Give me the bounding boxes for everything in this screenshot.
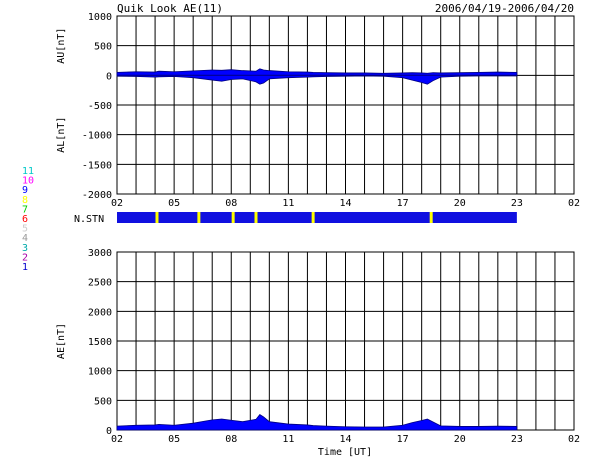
stn-legend-item: 6 xyxy=(22,214,28,225)
x-tick-label: 14 xyxy=(339,434,351,445)
x-tick-label: 11 xyxy=(282,434,294,445)
x-axis-label: Time [UT] xyxy=(318,447,372,458)
x-tick-label: 20 xyxy=(454,434,466,445)
ae-axis-label: AE[nT] xyxy=(56,323,67,359)
stn-bar-gap xyxy=(254,212,258,223)
x-tick-label: 17 xyxy=(397,434,409,445)
stn-legend-item: 9 xyxy=(22,185,28,196)
x-tick-label: 17 xyxy=(397,198,409,209)
y-tick-label: 2000 xyxy=(88,307,112,318)
y-tick-label: 500 xyxy=(94,42,112,53)
al-axis-label: AL[nT] xyxy=(56,117,67,153)
y-tick-label: -1500 xyxy=(82,160,112,171)
stn-bar-title: N.STN xyxy=(74,214,104,225)
x-tick-label: 02 xyxy=(568,198,580,209)
series-area-au xyxy=(116,68,518,76)
x-tick-label: 02 xyxy=(568,434,580,445)
x-tick-label: 02 xyxy=(111,198,123,209)
x-tick-label: 23 xyxy=(511,434,523,445)
y-tick-label: 2500 xyxy=(88,278,112,289)
x-tick-label: 23 xyxy=(511,198,523,209)
stn-bar-fill xyxy=(117,212,517,223)
stn-bar-gap xyxy=(231,212,235,223)
x-tick-label: 08 xyxy=(225,198,237,209)
stn-bar-gap xyxy=(197,212,201,223)
stn-legend-item: 2 xyxy=(22,252,28,263)
x-tick-label: 14 xyxy=(339,198,351,209)
y-tick-label: 3000 xyxy=(88,248,112,259)
stn-legend-item: 10 xyxy=(22,176,34,187)
stn-legend-item: 1 xyxy=(22,262,28,273)
plot-frame xyxy=(116,15,575,195)
y-tick-label: -1000 xyxy=(82,131,112,142)
x-tick-label: 02 xyxy=(111,434,123,445)
x-tick-label: 05 xyxy=(168,434,180,445)
x-tick-label: 20 xyxy=(454,198,466,209)
y-tick-label: -500 xyxy=(88,101,112,112)
y-tick-label: 1000 xyxy=(88,367,112,378)
stn-legend-item: 8 xyxy=(22,195,28,206)
au-axis-label: AU[nT] xyxy=(56,28,67,64)
y-tick-label: 1000 xyxy=(88,12,112,23)
stn-legend-item: 4 xyxy=(22,233,28,244)
date-range: 2006/04/19-2006/04/20 xyxy=(435,2,574,15)
y-tick-label: 0 xyxy=(106,426,112,437)
x-tick-label: 05 xyxy=(168,198,180,209)
stn-legend-item: 7 xyxy=(22,204,28,215)
station-count-bar: N.STN xyxy=(74,212,517,225)
stn-bar-gap xyxy=(429,212,433,223)
y-tick-label: 1500 xyxy=(88,337,112,348)
stn-legend-item: 11 xyxy=(22,166,34,177)
stn-bar-gap xyxy=(155,212,159,223)
y-tick-label: -2000 xyxy=(82,190,112,201)
stn-legend-item: 3 xyxy=(22,243,28,254)
figure-title: Quik Look AE(11) xyxy=(117,2,223,15)
series-area-ae xyxy=(116,414,518,431)
stn-bar-gap xyxy=(311,212,315,223)
y-tick-label: 0 xyxy=(106,71,112,82)
series-area-al xyxy=(116,74,518,85)
x-tick-label: 11 xyxy=(282,198,294,209)
x-tick-label: 08 xyxy=(225,434,237,445)
y-tick-label: 500 xyxy=(94,396,112,407)
stn-legend-item: 5 xyxy=(22,224,28,235)
